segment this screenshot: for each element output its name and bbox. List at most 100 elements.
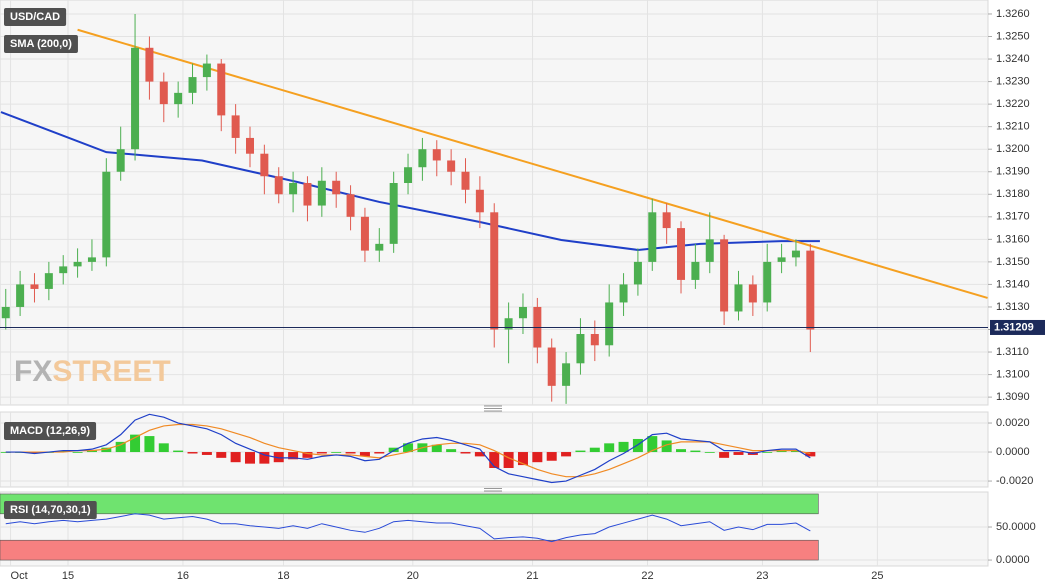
label-box-bg <box>4 501 97 519</box>
candle-body <box>1 306 10 319</box>
candle-body <box>360 216 369 251</box>
y-tick-label: -0.0020 <box>996 475 1033 487</box>
y-tick-label: 0.0000 <box>996 446 1030 458</box>
candle-body <box>720 239 729 312</box>
histogram-bar <box>575 450 586 453</box>
label-box: RSI (14,70,30,1) <box>4 501 97 519</box>
histogram-bar <box>259 452 270 464</box>
signal-line <box>5 423 811 478</box>
histogram-bar <box>503 452 514 468</box>
histogram-bar <box>316 452 327 454</box>
label-box: SMA (200,0) <box>4 35 78 53</box>
label-box-bg <box>4 422 97 440</box>
y-tick-label: 1.3210 <box>996 121 1030 133</box>
candle-body <box>188 77 197 93</box>
x-tick-label: 21 <box>526 570 538 582</box>
candle-body <box>303 183 312 206</box>
y-tick-label: 1.3090 <box>996 391 1030 403</box>
histogram-bar <box>216 452 227 458</box>
histogram-bar <box>676 449 687 453</box>
y-tick-label: 1.3240 <box>996 53 1030 65</box>
histogram-bar <box>776 450 787 453</box>
candle-body <box>447 160 456 172</box>
histogram-bar <box>546 452 557 461</box>
histogram-bar <box>618 441 629 453</box>
x-tick-label: 23 <box>756 570 768 582</box>
histogram-bar <box>762 452 773 453</box>
histogram-bar <box>29 452 40 454</box>
y-tick-label: 1.3140 <box>996 278 1030 290</box>
histogram-bar <box>158 443 169 453</box>
candle-body <box>404 167 413 184</box>
candle-body <box>490 212 499 330</box>
label-box: MACD (12,26,9) <box>4 422 97 440</box>
watermark: FXSTREET <box>14 355 171 388</box>
rsi-band <box>0 539 819 561</box>
candle-body <box>346 194 355 217</box>
histogram-bar <box>517 452 528 466</box>
label-box-bg <box>4 8 67 26</box>
histogram-bar <box>273 452 284 463</box>
x-tick-label: 16 <box>177 570 189 582</box>
histogram-bar <box>446 449 457 453</box>
candle-body <box>260 153 269 177</box>
candle-body <box>691 261 700 280</box>
histogram-bar <box>201 452 212 455</box>
candle-body <box>375 243 384 251</box>
histogram-bar <box>474 452 485 457</box>
candle-body <box>159 81 168 105</box>
candle-body <box>677 228 686 280</box>
macd-line <box>5 413 811 484</box>
candle-body <box>30 284 39 289</box>
candle-body <box>633 261 642 285</box>
label-box-text: SMA (200,0) <box>10 38 72 50</box>
y-tick-label: 1.3170 <box>996 211 1030 223</box>
candle-body <box>73 261 82 267</box>
histogram-bar <box>431 444 442 453</box>
y-tick-label: 0.0020 <box>996 417 1030 429</box>
x-tick-label: 15 <box>62 570 74 582</box>
histogram-bar <box>230 452 241 463</box>
histogram-bar <box>604 443 615 453</box>
histogram-bar <box>359 452 370 457</box>
candle-body <box>432 149 441 161</box>
histogram-bar <box>733 452 744 455</box>
label-box: USD/CAD <box>4 8 67 26</box>
y-tick-label: 1.3150 <box>996 256 1030 268</box>
candle-body <box>245 137 254 154</box>
histogram-bar <box>345 452 356 454</box>
candle-body <box>576 334 585 364</box>
histogram-bar <box>403 443 414 453</box>
histogram-bar <box>805 452 816 457</box>
histogram-bar <box>144 436 155 453</box>
candle-body <box>202 63 211 78</box>
y-tick-label: 1.3180 <box>996 188 1030 200</box>
label-box-bg <box>4 35 78 53</box>
x-tick-label: 20 <box>407 570 419 582</box>
label-box-text: RSI (14,70,30,1) <box>10 504 91 516</box>
candle-body <box>504 318 513 330</box>
candle-body <box>705 239 714 262</box>
histogram-bar <box>661 440 672 453</box>
histogram-bar <box>130 434 141 453</box>
histogram-bar <box>704 452 715 453</box>
histogram-bar <box>690 450 701 453</box>
x-tick-label: 18 <box>277 570 289 582</box>
histogram-bar <box>72 452 83 453</box>
histogram-bar <box>331 452 342 453</box>
x-tick-label: 25 <box>871 570 883 582</box>
histogram-bar <box>374 452 385 454</box>
y-tick-label: 1.3100 <box>996 368 1030 380</box>
histogram-bar <box>244 452 255 464</box>
histogram-bar <box>532 452 543 463</box>
candle-body <box>475 189 484 213</box>
candle-body <box>777 257 786 262</box>
histogram-bar <box>589 447 600 453</box>
overlay-line <box>77 28 988 299</box>
current-price-label: 1.31209 <box>994 321 1034 333</box>
candle-body <box>748 284 757 303</box>
histogram-bar <box>86 450 97 453</box>
histogram-bar <box>173 450 184 453</box>
candle-body <box>418 149 427 168</box>
